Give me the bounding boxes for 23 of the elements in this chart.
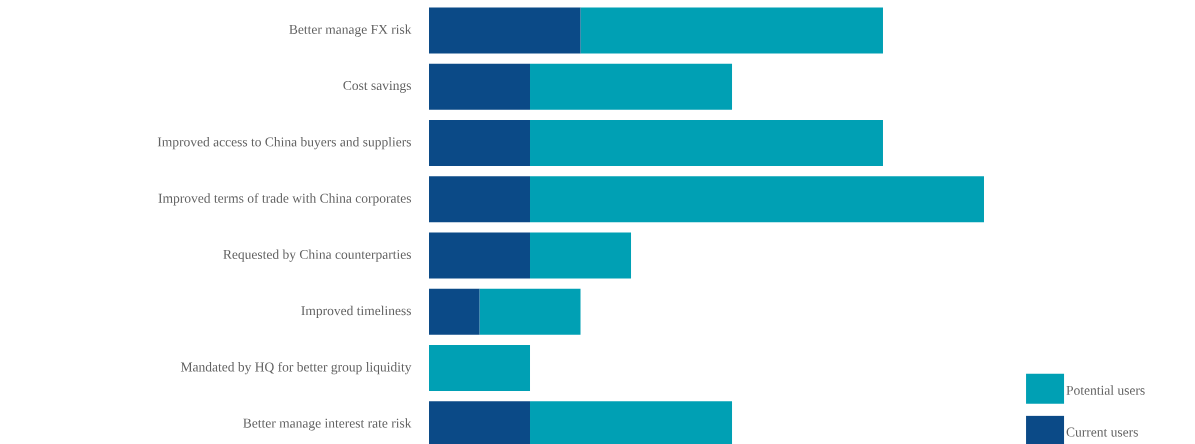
y-tick-label: Better manage FX risk [289, 24, 412, 37]
bar [479, 288, 581, 335]
legend-label: Potential users [1066, 385, 1145, 395]
y-tick-label: Cost savings [343, 80, 411, 93]
y-tick-label: Improved timeliness [301, 305, 411, 318]
bar [580, 7, 883, 54]
bar [530, 232, 632, 279]
bar [530, 120, 883, 167]
legend-label: Current users [1066, 427, 1138, 437]
y-tick-label: Requested by China counterparties [223, 249, 411, 262]
bar [429, 232, 531, 279]
bar [530, 63, 733, 110]
bar [530, 176, 984, 223]
y-tick-label: Improved terms of trade with China corporates [158, 193, 411, 206]
bar [429, 7, 581, 54]
bar [429, 120, 531, 167]
y-tick-label: Improved access to China buyers and suppliers [157, 136, 411, 150]
bar [429, 63, 531, 110]
bar [429, 345, 531, 392]
bar [429, 288, 480, 335]
y-tick-label: Mandated by HQ for better group liquidity [180, 361, 412, 375]
bar [429, 176, 531, 223]
y-tick-label: Better manage interest rate risk [243, 418, 412, 431]
